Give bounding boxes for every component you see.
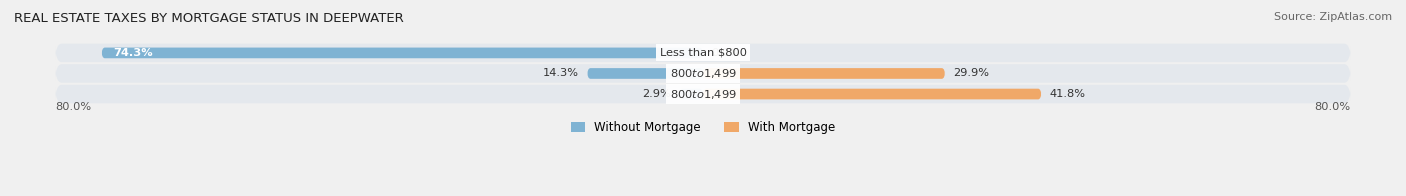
Text: 74.3%: 74.3% (114, 48, 153, 58)
Text: 29.9%: 29.9% (953, 68, 988, 78)
Text: $800 to $1,499: $800 to $1,499 (669, 88, 737, 101)
Text: 80.0%: 80.0% (55, 102, 91, 112)
FancyBboxPatch shape (703, 89, 1042, 99)
Text: Source: ZipAtlas.com: Source: ZipAtlas.com (1274, 12, 1392, 22)
Text: 2.9%: 2.9% (643, 89, 672, 99)
Text: 41.8%: 41.8% (1049, 89, 1085, 99)
FancyBboxPatch shape (55, 64, 1351, 83)
Text: 0.0%: 0.0% (711, 48, 740, 58)
Text: $800 to $1,499: $800 to $1,499 (669, 67, 737, 80)
FancyBboxPatch shape (588, 68, 703, 79)
Text: 80.0%: 80.0% (1315, 102, 1351, 112)
FancyBboxPatch shape (703, 68, 945, 79)
FancyBboxPatch shape (101, 48, 703, 58)
FancyBboxPatch shape (55, 44, 1351, 62)
Text: Less than $800: Less than $800 (659, 48, 747, 58)
FancyBboxPatch shape (679, 89, 703, 99)
Text: 14.3%: 14.3% (543, 68, 579, 78)
Legend: Without Mortgage, With Mortgage: Without Mortgage, With Mortgage (567, 116, 839, 139)
Text: REAL ESTATE TAXES BY MORTGAGE STATUS IN DEEPWATER: REAL ESTATE TAXES BY MORTGAGE STATUS IN … (14, 12, 404, 25)
FancyBboxPatch shape (55, 85, 1351, 103)
